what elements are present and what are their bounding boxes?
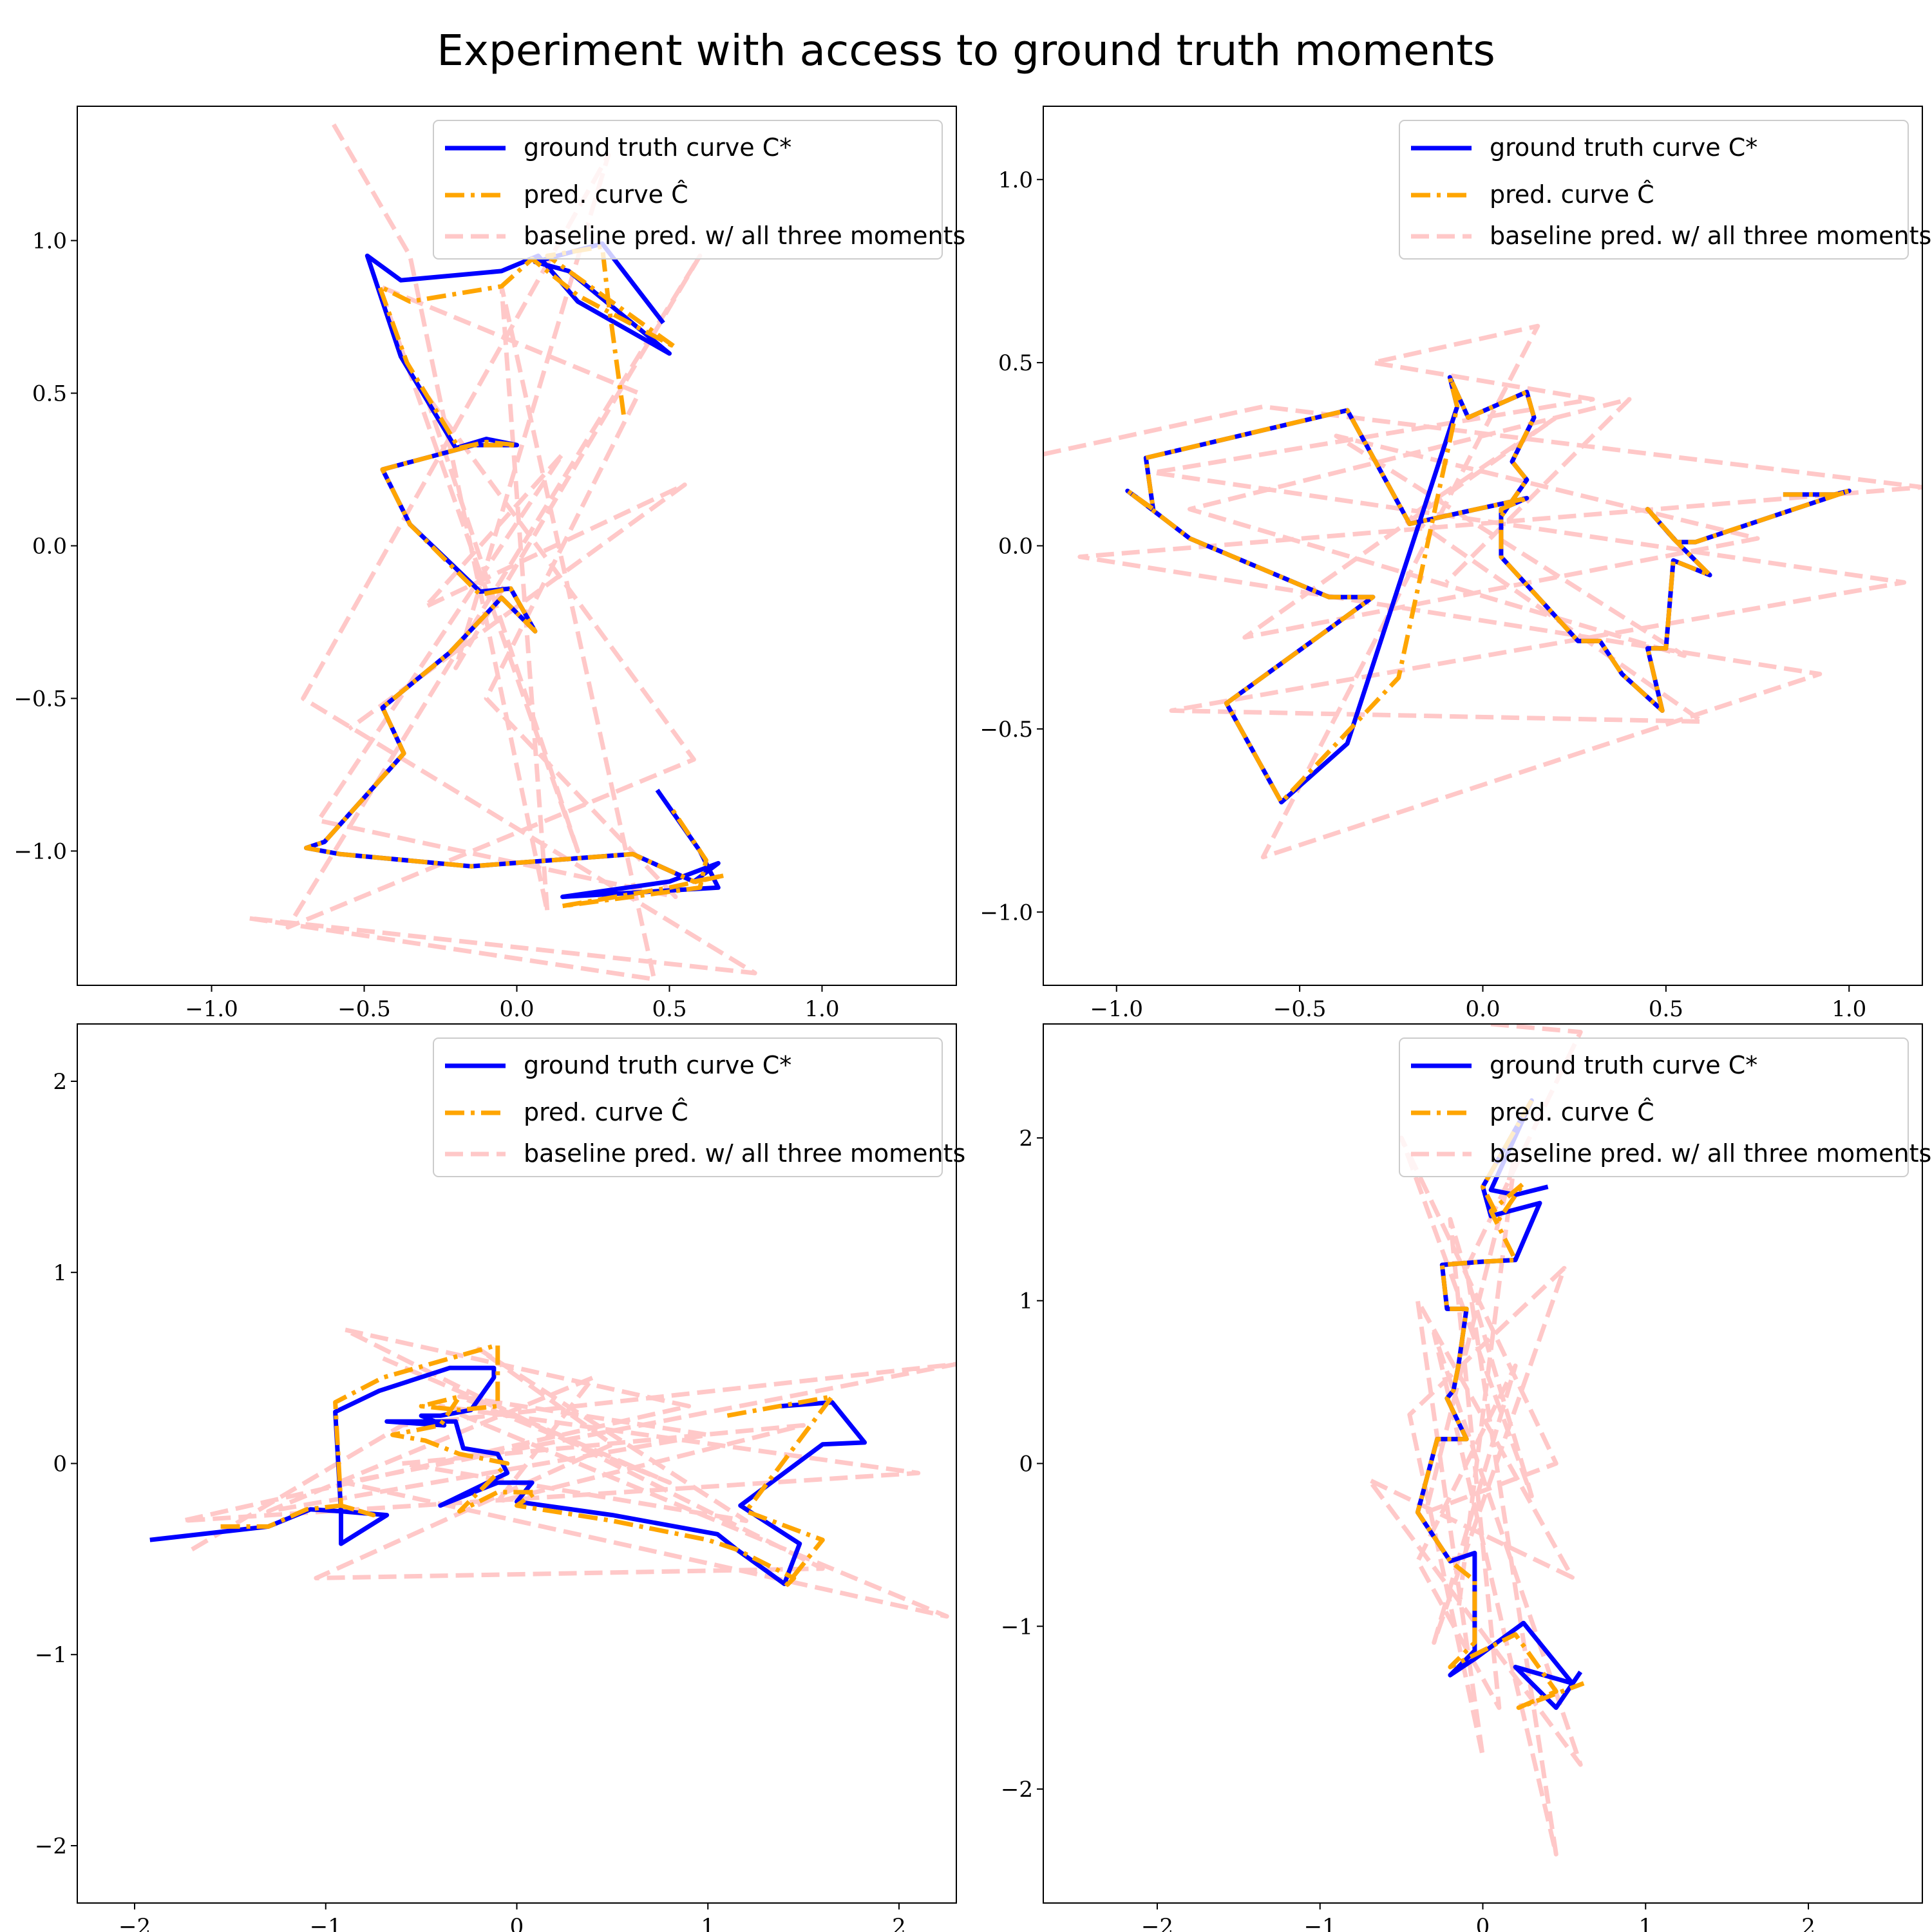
y-tick-label: 1.0 [998,167,1033,193]
legend-gt-label: ground truth curve C* [524,1051,791,1079]
subplot-bottom-left: −2 −1 0 1 2 −2 −1 0 1 2 ground truth curve C* pred.… [35,1023,965,1932]
y-tick-label: 2 [53,1069,67,1095]
legend-gt-label: ground truth curve C* [524,133,791,162]
legend-box [433,1037,943,1177]
subplot-top-left: −1.0 −0.5 0.0 0.5 1.0 −1.0 −0.5 0.0 0.5 1.0 ground… [14,106,965,1022]
x-tick-label: 2 [892,1914,906,1932]
x-tick-label: −1 [310,1914,342,1932]
y-tick-label: −0.5 [14,686,67,712]
legend-box [1399,1037,1909,1177]
legend: ground truth curve C* pred. curve Ĉ baseli… [1399,120,1931,260]
x-tick-label: 0.0 [1465,996,1500,1022]
y-tick-label: −1 [1001,1614,1033,1640]
legend-baseline-label: baseline pred. w/ all three moments [524,222,965,250]
x-tick-label: 1.0 [1832,996,1866,1022]
y-tick-label: 0 [1019,1452,1033,1477]
y-tick-label: 2 [1019,1126,1033,1151]
baseline-series-line [1367,1024,1583,1857]
legend-box [1399,120,1909,260]
y-tick-label: 1.0 [32,229,67,254]
y-tick-label: −1.0 [980,900,1033,925]
y-tick-label: 0 [53,1452,67,1477]
legend-pred-label: pred. curve Ĉ [1490,180,1654,209]
legend-pred-label: pred. curve Ĉ [524,1098,688,1126]
y-tick-label: 1 [53,1260,67,1286]
x-tick-label: 0 [510,1914,524,1932]
pred-series-line [1125,375,1852,805]
y-tick-label: 0.5 [32,381,67,407]
x-tick-label: 0 [1476,1914,1490,1932]
gt-series-line [1125,375,1852,805]
pred-series-line [304,244,727,909]
baseline-series-line [1043,323,1922,860]
x-tick-label: −0.5 [1273,996,1327,1022]
legend-baseline-label: baseline pred. w/ all three moments [1490,1139,1931,1168]
x-tick-label: −2 [118,1914,151,1932]
legend: ground truth curve C* pred. curve Ĉ baseli… [433,1037,965,1177]
plot-area [245,123,757,981]
subplot-bottom-right: −2 −1 0 1 2 −2 −1 0 1 2 ground truth curve C* pred.… [1001,1023,1931,1932]
y-tick-label: 0.5 [998,350,1033,376]
y-tick-label: −1.0 [14,838,67,864]
legend: ground truth curve C* pred. curve Ĉ baseli… [433,120,965,260]
x-tick-label: −1 [1304,1914,1336,1932]
gt-series-line [149,1365,867,1586]
baseline-series-line [245,123,757,981]
y-tick-label: −0.5 [980,717,1033,743]
plot-area [1367,1024,1585,1857]
legend-baseline-label: baseline pred. w/ all three moments [524,1139,965,1168]
x-tick-label: 1 [701,1914,715,1932]
x-tick-label: −0.5 [337,996,391,1022]
legend-pred-label: pred. curve Ĉ [524,180,688,209]
legend: ground truth curve C* pred. curve Ĉ baseli… [1399,1037,1931,1177]
y-tick-label: −2 [35,1833,67,1859]
y-tick-label: 0.0 [998,534,1033,560]
x-tick-label: 0.5 [1649,996,1683,1022]
x-tick-label: 0.5 [652,996,687,1022]
y-tick-label: 1 [1019,1289,1033,1314]
legend-box [433,120,943,260]
legend-gt-label: ground truth curve C* [1490,133,1757,162]
x-tick-label: 0.0 [499,996,534,1022]
x-tick-label: 2 [1801,1914,1815,1932]
legend-baseline-label: baseline pred. w/ all three moments [1490,222,1931,250]
plot-area [149,1327,956,1619]
legend-pred-label: pred. curve Ĉ [1490,1098,1654,1126]
subplot-top-right: −1.0 −0.5 0.0 0.5 1.0 −1.0 −0.5 0.0 0.5 1.0 ground… [980,106,1931,1022]
y-tick-label: 0.0 [32,534,67,560]
x-tick-label: 1.0 [804,996,839,1022]
y-tick-label: −1 [35,1642,67,1668]
y-tick-label: −2 [1001,1777,1033,1803]
baseline-series-line [180,1327,956,1619]
pred-series-line [220,1343,835,1590]
figure-title: Experiment with access to ground truth m… [437,26,1495,75]
x-tick-label: −1.0 [185,996,238,1022]
x-tick-label: −2 [1141,1914,1173,1932]
x-tick-label: 1 [1638,1914,1653,1932]
legend-gt-label: ground truth curve C* [1490,1051,1757,1079]
x-tick-label: −1.0 [1090,996,1143,1022]
plot-area [1043,323,1922,860]
